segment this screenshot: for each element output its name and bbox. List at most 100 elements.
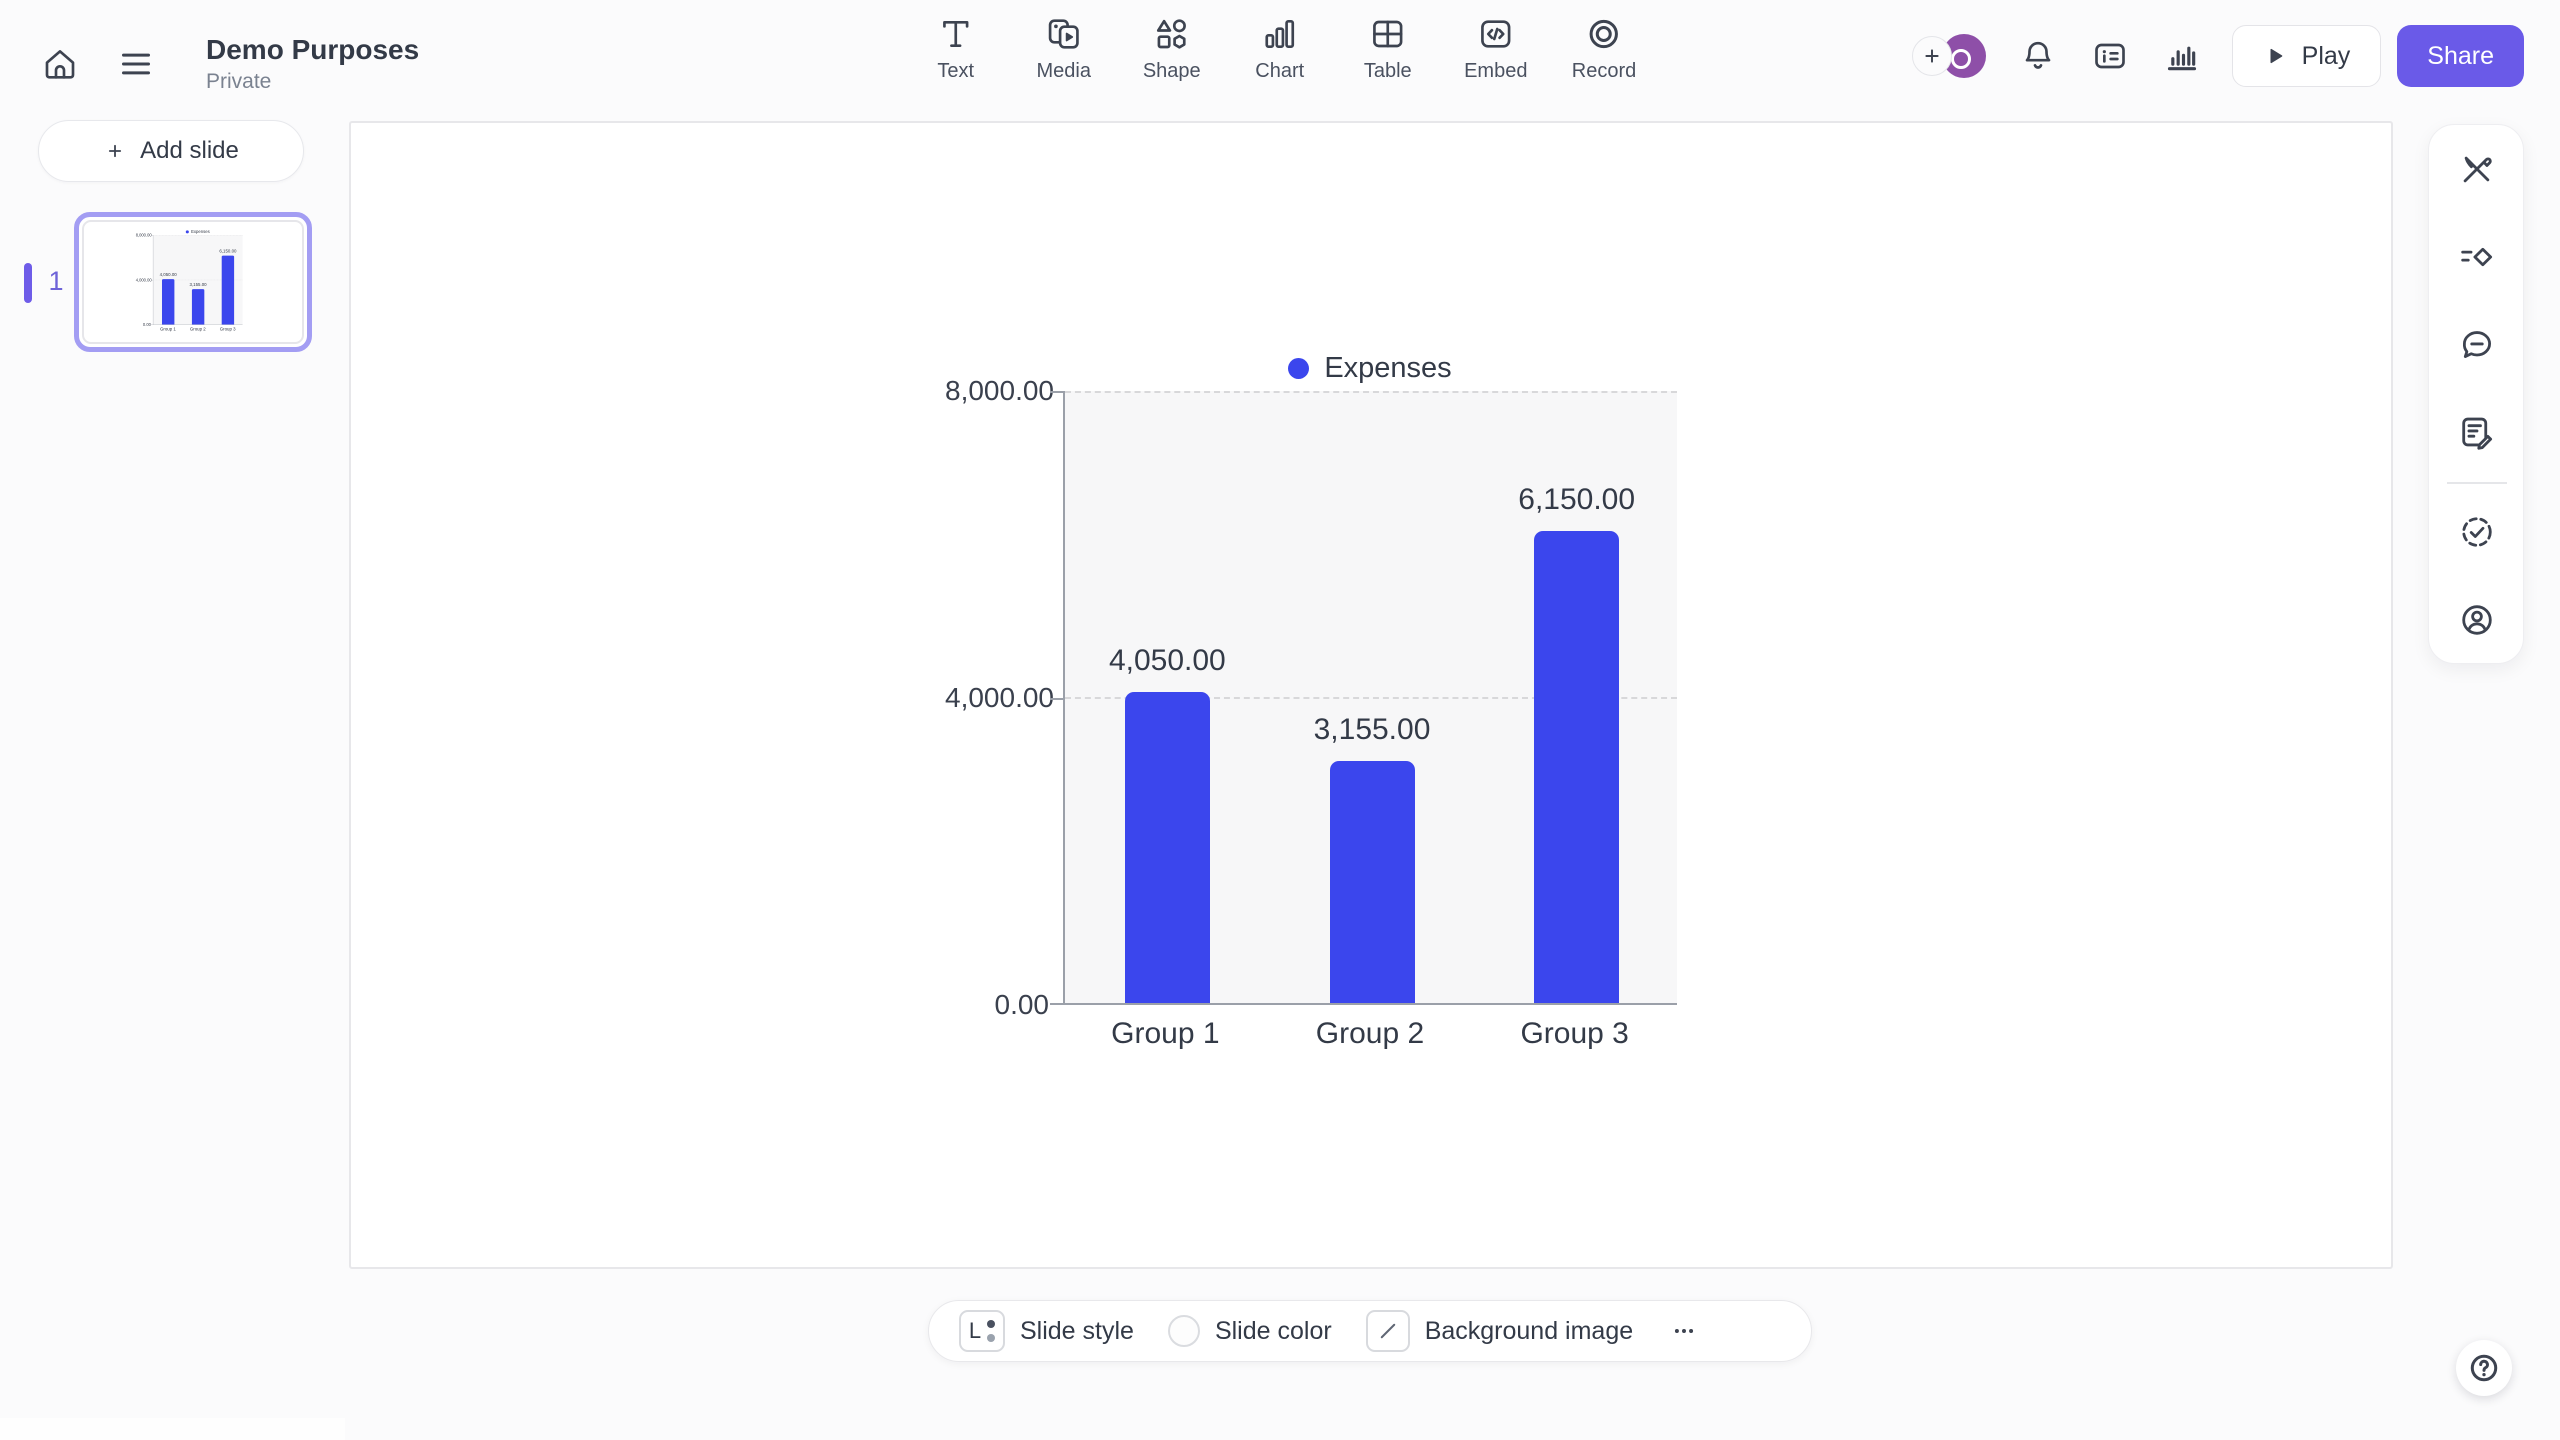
chart-plot-area: 0.00 4,000.00 8,000.00 4,050.00 3,155.00… bbox=[136, 233, 243, 327]
hamburger-menu-icon bbox=[116, 44, 156, 84]
media-icon bbox=[1044, 14, 1084, 54]
chart-legend[interactable]: Expenses bbox=[1063, 349, 1677, 387]
legend-series-name: Expenses bbox=[1324, 351, 1452, 384]
insert-text-button[interactable]: Text bbox=[924, 14, 988, 83]
share-button[interactable]: Share bbox=[2397, 25, 2524, 87]
slide-thumbnail-1[interactable]: Expenses 0.00 4,000.00 8,000.00 4,050.00… bbox=[74, 212, 312, 352]
insert-media-button[interactable]: Media bbox=[1032, 14, 1096, 83]
home-button[interactable] bbox=[38, 42, 82, 86]
play-button[interactable]: Play bbox=[2231, 25, 2382, 87]
slide-color-swatch-icon bbox=[1167, 1315, 1200, 1347]
slide-style-label: Slide style bbox=[1020, 1316, 1134, 1345]
x-axis-category-label: Group 3 bbox=[219, 326, 236, 332]
notifications-button[interactable] bbox=[2016, 34, 2060, 78]
plus-icon bbox=[103, 139, 127, 163]
share-label: Share bbox=[2427, 41, 2494, 70]
bar-value-label: 6,150.00 bbox=[1518, 483, 1636, 516]
y-axis-tick-mark bbox=[1050, 391, 1063, 393]
y-axis-tick-label: 4,000.00 bbox=[135, 277, 152, 283]
bar-value-label: 4,050.00 bbox=[159, 272, 177, 277]
slide-canvas[interactable]: Expenses 0.00 4,000.00 8,000.00 4,050.00… bbox=[349, 121, 2393, 1269]
gridline bbox=[1065, 391, 1677, 393]
insert-item-label: Record bbox=[1571, 60, 1637, 82]
legend-dot-icon bbox=[185, 230, 189, 234]
plus-icon bbox=[1919, 43, 1945, 69]
y-axis-tick-label: 0.00 bbox=[994, 989, 1050, 1020]
document-title[interactable]: Demo Purposes bbox=[206, 34, 420, 65]
bar-group-3 bbox=[221, 255, 235, 325]
y-axis-tick-label: 4,000.00 bbox=[945, 682, 1054, 713]
slide-thumbnail-preview: Expenses 0.00 4,000.00 8,000.00 4,050.00… bbox=[82, 220, 304, 344]
document-visibility[interactable]: Private bbox=[206, 70, 272, 93]
embed-icon bbox=[1476, 14, 1516, 54]
bar-group-1[interactable] bbox=[1124, 692, 1210, 1003]
add-slide-button[interactable]: Add slide bbox=[38, 120, 304, 182]
notes-button[interactable] bbox=[2451, 406, 2503, 458]
panel-divider bbox=[2447, 482, 2507, 484]
invite-collaborator-button[interactable] bbox=[1911, 36, 1952, 76]
insert-chart-button[interactable]: Chart bbox=[1248, 14, 1312, 83]
insert-shape-button[interactable]: Shape bbox=[1140, 14, 1204, 83]
arrange-button[interactable] bbox=[2451, 231, 2503, 283]
arrange-icon bbox=[2456, 236, 2498, 278]
profile-button[interactable] bbox=[2451, 594, 2503, 646]
insert-embed-button[interactable]: Embed bbox=[1464, 14, 1528, 83]
top-bar-left: Demo Purposes Private bbox=[38, 33, 419, 95]
bar-group-1 bbox=[161, 279, 175, 325]
y-axis-tick-label: 8,000.00 bbox=[945, 375, 1054, 406]
main-menu-button[interactable] bbox=[114, 42, 158, 86]
analytics-button[interactable] bbox=[2160, 34, 2204, 78]
notes-icon bbox=[2456, 411, 2498, 453]
comments-button[interactable] bbox=[2451, 319, 2503, 371]
insert-record-button[interactable]: Record bbox=[1572, 14, 1636, 83]
slide-color-label: Slide color bbox=[1214, 1316, 1332, 1345]
background-image-button[interactable]: Background image bbox=[1365, 1310, 1633, 1352]
right-tools-panel bbox=[2428, 124, 2524, 664]
top-bar-right: Play Share bbox=[1911, 24, 2524, 88]
bar-group-2[interactable] bbox=[1329, 760, 1415, 1003]
expenses-bar-chart[interactable]: Expenses 0.00 4,000.00 8,000.00 4,050.00… bbox=[945, 349, 1677, 1051]
profile-icon bbox=[2456, 599, 2498, 641]
insert-table-button[interactable]: Table bbox=[1356, 14, 1420, 83]
slide-style-preview: L bbox=[959, 1310, 1005, 1352]
slide-color-button[interactable]: Slide color bbox=[1167, 1315, 1332, 1347]
chart-icon bbox=[1260, 14, 1300, 54]
insert-item-label: Chart bbox=[1255, 60, 1305, 82]
design-tools-icon bbox=[2456, 148, 2498, 190]
chart-plot-area[interactable]: 0.00 4,000.00 8,000.00 4,050.00 3,155.00… bbox=[945, 375, 1677, 1020]
insert-item-label: Table bbox=[1363, 60, 1412, 82]
x-axis-labels: Group 1 Group 2 Group 3 bbox=[153, 325, 243, 332]
sidebar-bottom-strip bbox=[0, 1418, 345, 1440]
y-axis-tick-mark bbox=[1050, 698, 1063, 700]
insert-item-label: Shape bbox=[1142, 60, 1201, 82]
x-axis-labels: Group 1 Group 2 Group 3 bbox=[1063, 1005, 1677, 1051]
legend-series-name: Expenses bbox=[191, 229, 210, 235]
record-icon bbox=[1584, 14, 1624, 54]
bar-group-3[interactable] bbox=[1534, 531, 1620, 1003]
play-label: Play bbox=[2301, 41, 2351, 70]
slide-details-button[interactable] bbox=[2088, 34, 2132, 78]
status-check-button[interactable] bbox=[2451, 506, 2503, 558]
current-slide-indicator bbox=[24, 263, 32, 303]
user-avatar[interactable] bbox=[1941, 34, 1986, 78]
slide-style-badge: L bbox=[968, 1318, 982, 1343]
add-slide-label: Add slide bbox=[140, 137, 239, 164]
text-icon bbox=[936, 14, 976, 54]
legend-dot-icon bbox=[1288, 357, 1310, 379]
slide-style-button[interactable]: L Slide style bbox=[959, 1310, 1134, 1352]
insert-item-label: Embed bbox=[1464, 60, 1528, 82]
table-icon bbox=[1368, 14, 1408, 54]
shape-icon bbox=[1152, 14, 1192, 54]
info-list-icon bbox=[2090, 36, 2130, 76]
slide-number: 1 bbox=[48, 266, 64, 296]
top-bar: Demo Purposes Private Text Media Shape C… bbox=[0, 0, 2560, 112]
y-axis-tick-label: 0.00 bbox=[142, 322, 151, 327]
question-mark-icon bbox=[2465, 1349, 2503, 1387]
design-tools-button[interactable] bbox=[2451, 143, 2503, 195]
y-axis-tick-label: 8,000.00 bbox=[135, 232, 152, 238]
ellipsis-icon bbox=[1667, 1314, 1701, 1348]
more-options-button[interactable] bbox=[1659, 1309, 1709, 1353]
chart-legend: Expenses bbox=[153, 229, 243, 235]
comments-icon bbox=[2456, 324, 2498, 366]
help-button[interactable] bbox=[2456, 1340, 2512, 1396]
